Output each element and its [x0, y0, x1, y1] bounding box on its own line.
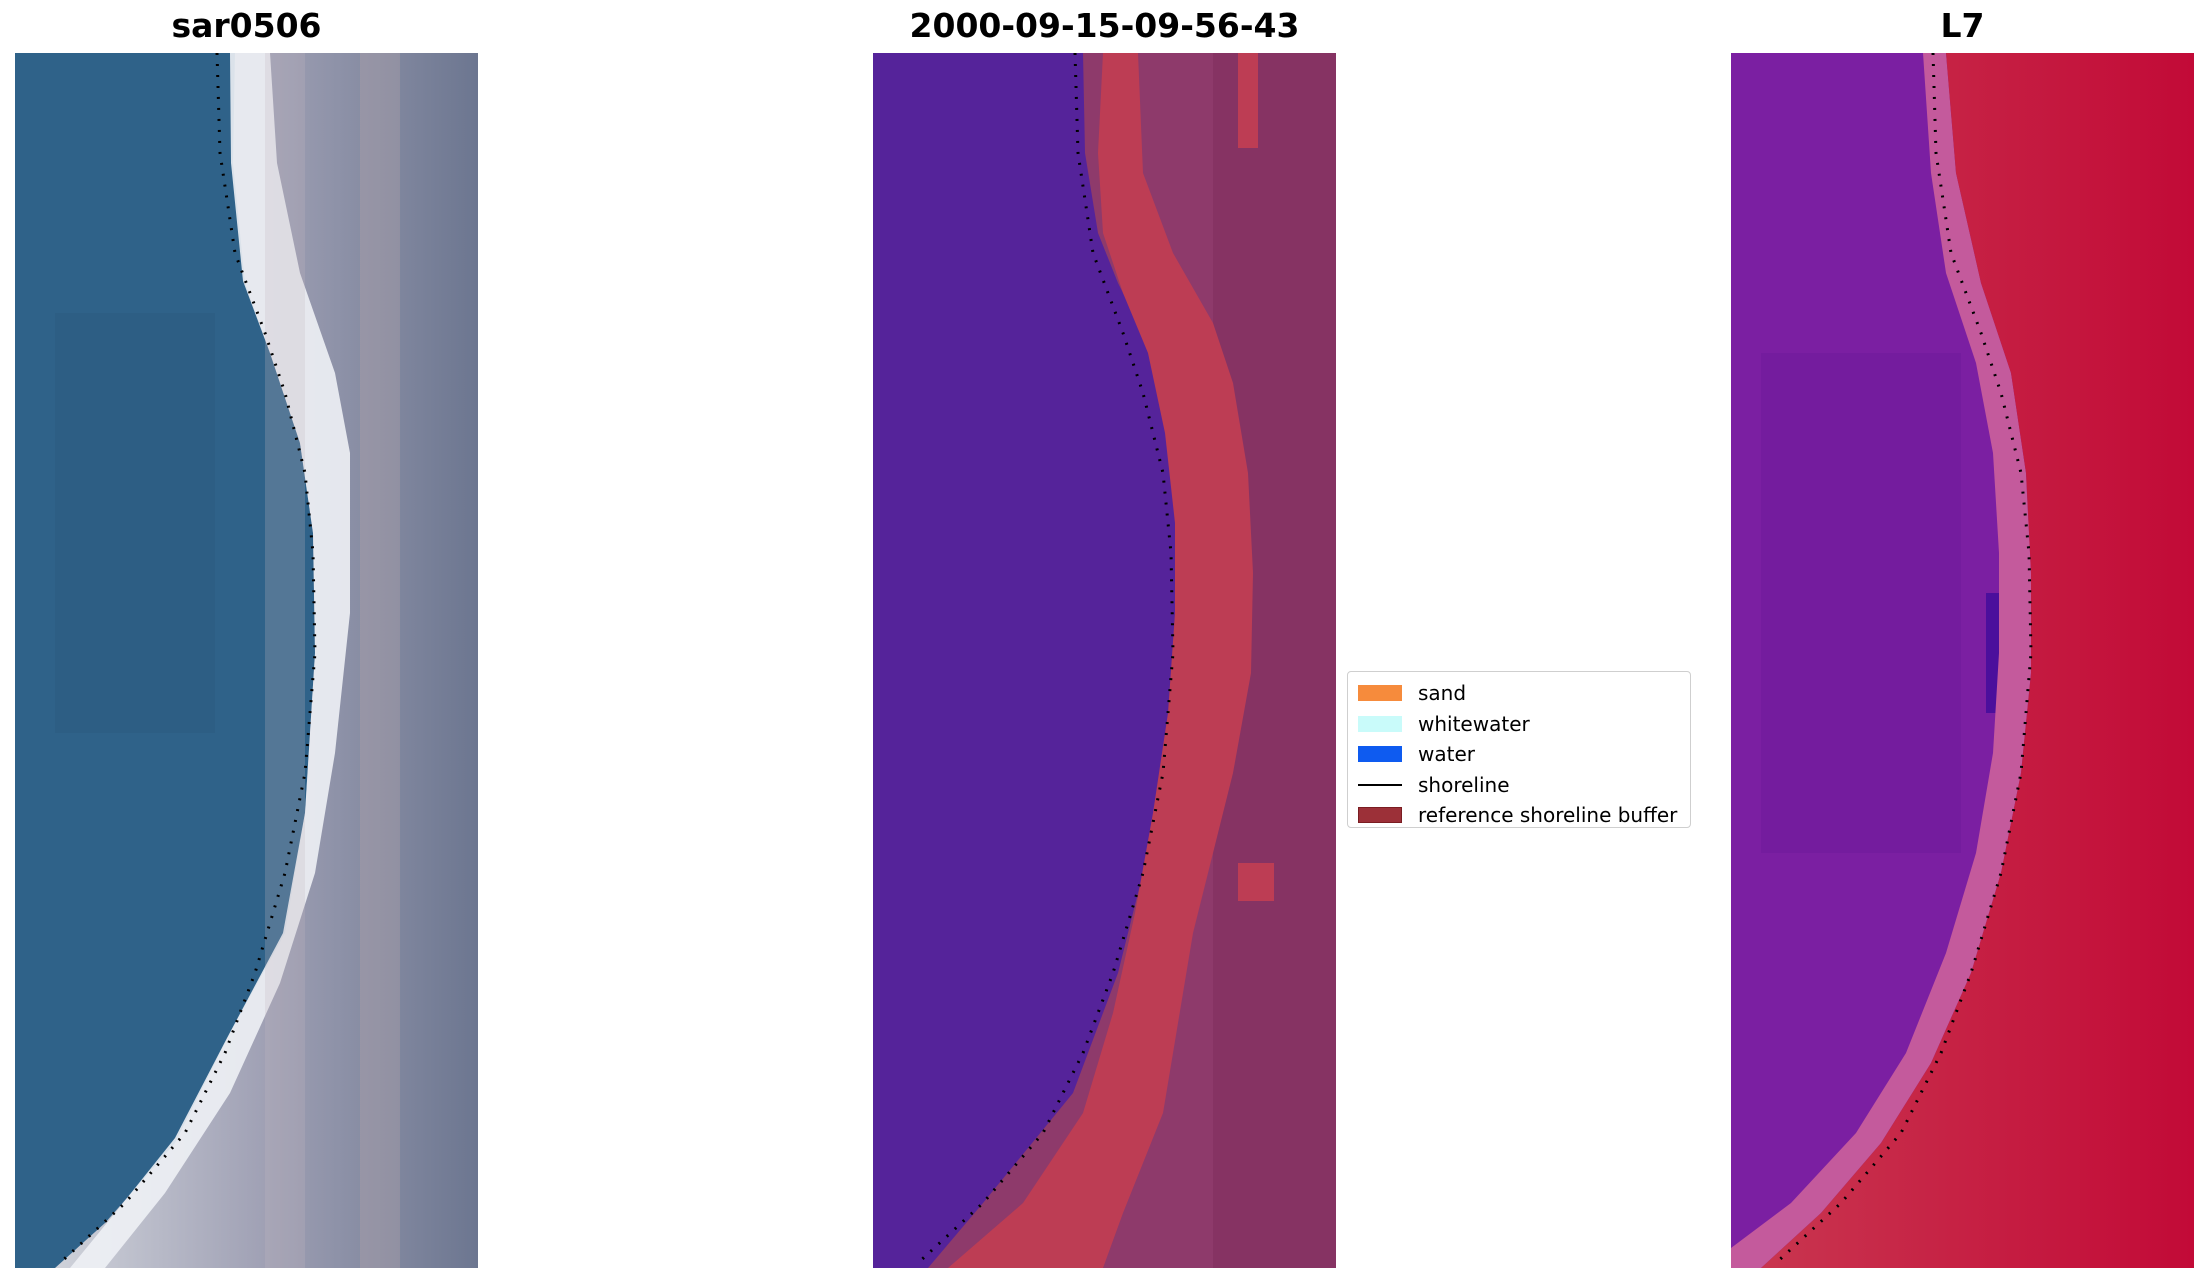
- shoreline-line-swatch: [1358, 783, 1402, 786]
- legend-item-water: water: [1358, 739, 1680, 770]
- spectral-index-image: [1731, 53, 2194, 1268]
- panel-title-classified: 2000-09-15-09-56-43: [909, 6, 1300, 45]
- rgb-satellite-image: [15, 53, 478, 1268]
- legend-item-sand: sand: [1358, 678, 1680, 709]
- legend-item-whitewater: whitewater: [1358, 709, 1680, 740]
- legend-label: sand: [1418, 681, 1467, 706]
- water-swatch: [1358, 746, 1402, 763]
- legend-item-shoreline: shoreline: [1358, 770, 1680, 801]
- classified-image: [873, 53, 1336, 1268]
- panel-title-rgb: sar0506: [171, 6, 322, 45]
- legend-label: whitewater: [1418, 711, 1530, 736]
- legend-label: water: [1418, 742, 1475, 767]
- legend: sand whitewater water shoreline referenc…: [1347, 671, 1691, 828]
- legend-item-reference-buffer: reference shoreline buffer: [1358, 800, 1680, 831]
- reference-buffer-swatch: [1358, 807, 1402, 824]
- legend-label: reference shoreline buffer: [1418, 803, 1678, 828]
- legend-label: shoreline: [1418, 772, 1510, 797]
- panel-title-index: L7: [1940, 6, 1985, 45]
- whitewater-swatch: [1358, 715, 1402, 732]
- sand-swatch: [1358, 685, 1402, 702]
